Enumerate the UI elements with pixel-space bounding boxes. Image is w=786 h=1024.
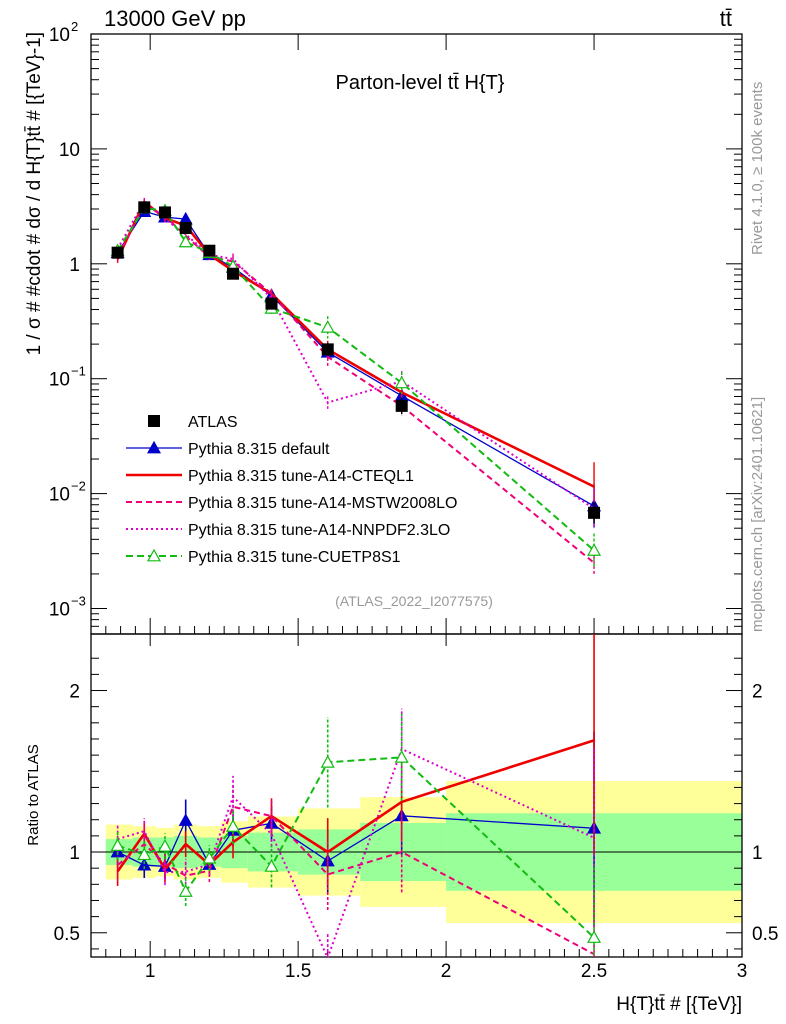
y-tick-label: 10 — [59, 140, 80, 161]
ratio-series-marker — [157, 839, 172, 852]
x-tick-label: 3 — [737, 961, 748, 982]
ratio-series-layer — [110, 634, 602, 957]
ratio-tick-label-right: 2 — [752, 682, 763, 703]
y-tick-label: 10 — [49, 370, 70, 391]
legend-label: Pythia 8.315 tune-A14-NNPDF2.3LO — [188, 522, 450, 539]
series-line — [116, 207, 595, 552]
ratio-frame — [90, 633, 743, 958]
y-tick-label: 10 — [49, 600, 70, 621]
data-point — [111, 246, 124, 259]
analysis-tag: (ATLAS_2022_I2077575) — [335, 593, 493, 609]
data-point — [227, 267, 240, 280]
legend-marker — [146, 440, 162, 454]
data-point — [203, 244, 216, 257]
legend-label: Pythia 8.315 tune-A14-CTEQL1 — [188, 468, 414, 485]
ratio-series-line — [117, 747, 595, 957]
ratio-series-marker — [178, 884, 193, 897]
x-tick-label: 1.5 — [285, 961, 311, 982]
ratio-series-marker — [226, 819, 241, 832]
y-tick-label: 10 — [49, 25, 70, 46]
series-marker — [394, 375, 409, 389]
series-marker — [320, 320, 335, 333]
y-tick-exponent: −2 — [71, 479, 86, 494]
legend-label: Pythia 8.315 default — [188, 441, 330, 458]
y-axis-label: 1 / σ # #cdot # dσ / d H{T}tt̄ # [{TeV}-… — [24, 32, 45, 355]
ratio-tick-label-right: 1 — [752, 843, 763, 864]
data-point — [321, 343, 334, 356]
ratio-series-line — [117, 815, 595, 868]
series-line — [117, 210, 595, 507]
x-tick-label: 1 — [145, 961, 156, 982]
y-tick-exponent: 2 — [71, 19, 78, 34]
header-left: 13000 GeV pp — [104, 6, 246, 31]
x-axis-label: H{T}tt̄ # [{TeV}] — [616, 994, 742, 1015]
data-point — [395, 399, 408, 412]
rivet-label: Rivet 4.1.0, ≥ 100k events — [749, 82, 766, 255]
ratio-tick-label: 1 — [69, 843, 80, 864]
x-tick-label: 2 — [441, 961, 452, 982]
ratio-series-marker — [137, 857, 152, 871]
series-marker — [587, 543, 602, 556]
ratio-series-line — [117, 805, 595, 956]
y-tick-exponent: −3 — [71, 594, 86, 609]
chart-title: Parton-level tt̄ H{T} — [336, 72, 505, 94]
legend-label: ATLAS — [188, 414, 238, 431]
y-tick-label: 10 — [49, 485, 70, 506]
data-point — [138, 201, 151, 214]
ratio-series-marker — [202, 851, 217, 864]
legend: ATLAS Pythia 8.315 default Pythia 8.315 tu… — [126, 414, 457, 566]
legend-label: Pythia 8.315 tune-A14-MSTW2008LO — [188, 495, 457, 512]
mcplots-label: mcplots.cern.ch [arXiv:2401.10621] — [749, 397, 766, 632]
ratio-tick-label-right: 0.5 — [752, 924, 778, 945]
ratio-series-marker — [178, 813, 193, 826]
ratio-series-line — [117, 756, 595, 939]
x-tick-label: 2.5 — [581, 961, 607, 982]
data-point — [588, 506, 601, 519]
ratio-series-marker — [137, 847, 152, 861]
ratio-tick-label: 0.5 — [54, 924, 80, 945]
legend-marker — [146, 548, 162, 562]
ratio-y-axis-label: Ratio to ATLAS — [25, 744, 42, 845]
series-marker — [178, 234, 193, 248]
y-tick-exponent: −1 — [71, 364, 86, 379]
ratio-series-marker — [587, 930, 602, 943]
data-point — [265, 297, 278, 310]
legend-label: Pythia 8.315 tune-CUETP8S1 — [188, 549, 401, 566]
data-point — [179, 221, 192, 234]
ratio-series-marker — [264, 859, 279, 872]
title-main: Parton-level tt̄ H{T} — [336, 72, 505, 94]
ratio-series-marker — [394, 750, 409, 763]
ratio-series-marker — [110, 838, 125, 851]
series-line — [116, 199, 595, 510]
y-tick-label: 1 — [69, 255, 80, 276]
ratio-series-marker — [320, 755, 335, 768]
legend-marker-data — [148, 415, 160, 427]
ratio-tick-label: 2 — [69, 682, 80, 703]
data-point — [158, 206, 171, 219]
data-layer — [111, 201, 601, 524]
header-right: tt̄ — [720, 6, 732, 31]
